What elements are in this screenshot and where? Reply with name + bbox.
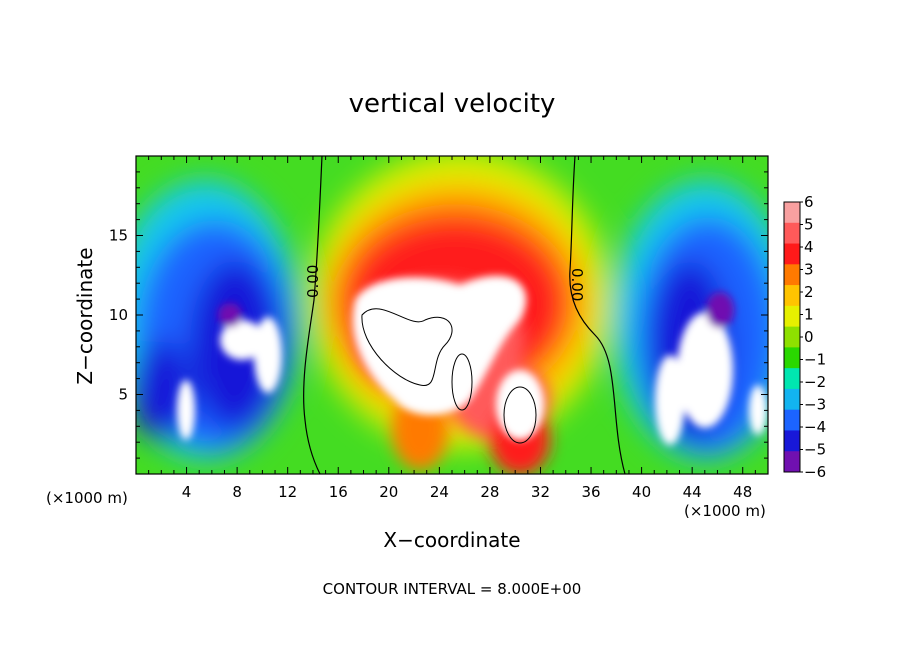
colorbar-label: 1 bbox=[804, 306, 814, 324]
colorbar-swatch bbox=[784, 222, 800, 245]
x-tick-label: 4 bbox=[182, 483, 192, 501]
colorbar-label: −3 bbox=[804, 396, 826, 414]
colorbar-label: 3 bbox=[804, 261, 814, 279]
x-tick-label: 40 bbox=[632, 483, 651, 501]
contour-label: 0.00 bbox=[304, 265, 322, 298]
x-tick-label: 20 bbox=[379, 483, 398, 501]
colorbar-label: −2 bbox=[804, 373, 826, 391]
colorbar-swatch bbox=[784, 202, 800, 224]
contour-label: 0.00 bbox=[568, 268, 586, 301]
y-tick-label: 15 bbox=[109, 227, 128, 245]
chart-title: vertical velocity bbox=[349, 89, 556, 119]
colorbar-swatch bbox=[784, 451, 800, 473]
y-tick-label: 10 bbox=[109, 306, 128, 324]
heatmap-field bbox=[136, 156, 768, 474]
colorbar-label: 6 bbox=[804, 193, 814, 211]
colorbar: 6 5 4 3 2 1 0 −1 −2 −3 −4 −5 −6 bbox=[783, 193, 826, 481]
colorbar-label: 4 bbox=[804, 238, 814, 256]
x-unit-label-right: (×1000 m) bbox=[684, 502, 766, 520]
x-tick-label: 44 bbox=[683, 483, 702, 501]
y-tick-label: 5 bbox=[118, 386, 128, 404]
y-axis-label: Z−coordinate bbox=[73, 247, 97, 384]
colorbar-swatch bbox=[784, 285, 800, 307]
colorbar-label: 2 bbox=[804, 283, 814, 301]
colorbar-label: −6 bbox=[804, 463, 826, 481]
colorbar-swatch bbox=[784, 305, 800, 328]
x-tick-label: 12 bbox=[278, 483, 297, 501]
x-tick-label: 36 bbox=[581, 483, 600, 501]
x-tick-label: 24 bbox=[430, 483, 449, 501]
colorbar-label: 0 bbox=[804, 328, 814, 346]
x-tick-label: 32 bbox=[531, 483, 550, 501]
colorbar-swatch bbox=[784, 326, 800, 348]
colorbar-label: −4 bbox=[804, 418, 826, 436]
colorbar-swatch bbox=[784, 264, 800, 286]
contour-interval-footer: CONTOUR INTERVAL = 8.000E+00 bbox=[323, 580, 582, 598]
colorbar-label: 5 bbox=[804, 216, 814, 234]
x-unit-label-left: (×1000 m) bbox=[46, 489, 128, 507]
x-tick-label: 48 bbox=[733, 483, 752, 501]
colorbar-swatch bbox=[784, 347, 800, 369]
colorbar-swatch bbox=[784, 243, 800, 265]
colorbar-swatch bbox=[784, 430, 800, 452]
x-tick-label: 28 bbox=[480, 483, 499, 501]
colorbar-label: −1 bbox=[804, 351, 826, 369]
x-axis-label: X−coordinate bbox=[383, 528, 520, 552]
colorbar-swatch bbox=[784, 409, 800, 431]
x-axis-ticks: 4 8 12 16 20 24 28 32 36 40 44 48 bbox=[148, 156, 756, 501]
colorbar-swatch bbox=[784, 388, 800, 411]
colorbar-swatch bbox=[784, 368, 800, 390]
x-tick-label: 8 bbox=[232, 483, 242, 501]
y-axis-ticks: 5 10 15 bbox=[109, 171, 768, 459]
x-tick-label: 16 bbox=[329, 483, 348, 501]
colorbar-label: −5 bbox=[804, 441, 826, 459]
